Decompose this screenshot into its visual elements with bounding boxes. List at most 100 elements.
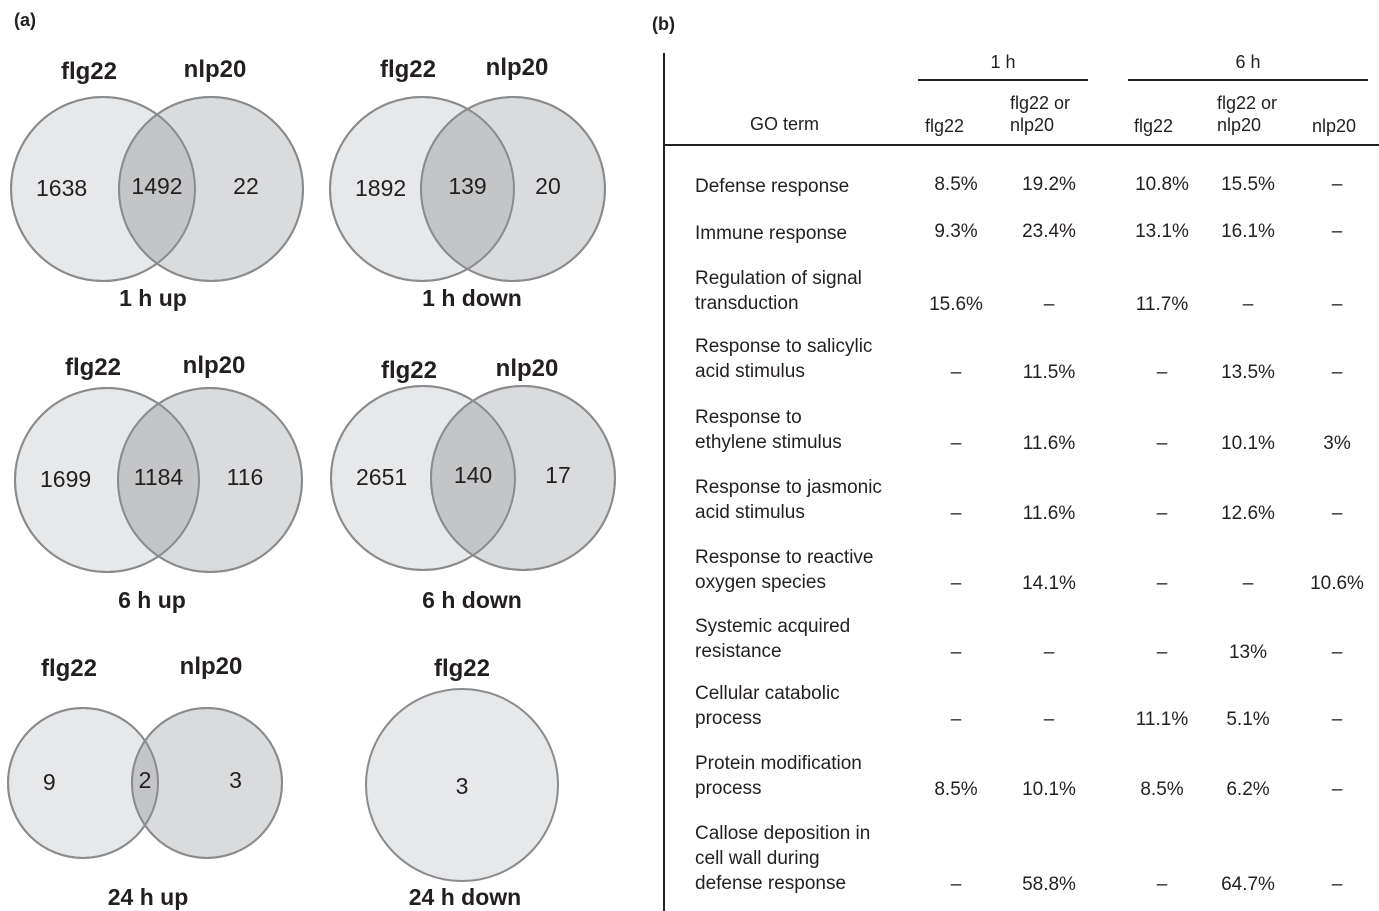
venn-caption: 1 h up — [119, 285, 187, 311]
column-header-6h-nlp20: nlp20 — [1312, 116, 1357, 136]
venn-count-flg22-only: 1892 — [355, 175, 406, 201]
venn-count-nlp20-only: 17 — [545, 462, 571, 488]
venn-set-label-flg22: flg22 — [41, 655, 97, 682]
panel-a-label: (a) — [14, 10, 36, 30]
venn-count-flg22-only: 1638 — [36, 175, 87, 201]
table-cell: – — [1242, 573, 1254, 594]
venn-outline-flg22 — [14, 387, 200, 573]
table-cell: – — [1331, 362, 1343, 383]
go-term-label: Response to ethylene stimulus — [695, 407, 842, 453]
venn-set-label-nlp20: nlp20 — [496, 355, 559, 382]
venn-overlap-region — [118, 388, 199, 572]
table-cell: 5.1% — [1226, 709, 1270, 730]
table-cell: 15.6% — [929, 294, 983, 315]
venn-count-flg22-only: 1699 — [40, 466, 91, 492]
venn-set-label-nlp20: nlp20 — [486, 54, 549, 81]
table-cell: 12.6% — [1221, 503, 1275, 524]
table-cell: – — [1156, 433, 1168, 454]
venn-set-label-nlp20: nlp20 — [184, 56, 247, 83]
column-header-1h-flg22: flg22 — [925, 116, 965, 136]
venn-diagrams: flg22 nlp20 1638 1492 22 1 h up flg22 nlp20 1892… — [7, 54, 616, 910]
venn-count-overlap: 140 — [454, 462, 492, 488]
venn-set-label-flg22: flg22 — [380, 56, 436, 83]
venn-count-overlap: 1184 — [134, 464, 184, 490]
venn-circle-flg22 — [365, 688, 559, 882]
table-cell: – — [1331, 874, 1343, 895]
table-cell: 6.2% — [1226, 779, 1270, 800]
header-rule — [663, 144, 1379, 146]
go-term-label: Response to reactive oxygen species — [695, 547, 874, 593]
table-cell: – — [950, 642, 962, 663]
column-header-go-term: GO term — [750, 114, 820, 134]
venn-panel: (a) flg22 nlp20 1638 1492 22 1 h up flg22 nlp20… — [0, 0, 650, 911]
venn-count-overlap: 139 — [448, 173, 486, 199]
table-cell: 19.2% — [1022, 174, 1076, 195]
venn-count-nlp20-only: 20 — [535, 173, 561, 199]
table-cell: 9.3% — [934, 221, 978, 242]
venn-diagram: flg22 nlp20 2651 140 17 6 h down — [330, 355, 616, 613]
table-cell: – — [950, 573, 962, 594]
go-term-label: Callose deposition in cell wall during d… — [695, 823, 871, 894]
table-cell: 10.1% — [1022, 779, 1076, 800]
venn-count-nlp20-only: 3 — [229, 767, 242, 793]
table-cell: – — [1331, 174, 1343, 195]
venn-outline-nlp20 — [117, 387, 303, 573]
group-header-6h: 6 h — [1235, 52, 1261, 72]
table-cell: 64.7% — [1221, 874, 1275, 895]
table-left-border — [663, 53, 665, 911]
group-rule-1h — [918, 79, 1088, 81]
venn-set-label-nlp20: nlp20 — [183, 352, 246, 379]
go-term-label: Response to jasmonic acid stimulus — [695, 477, 882, 523]
venn-outline-nlp20 — [131, 707, 283, 859]
go-term-label: Response to salicylic acid stimulus — [695, 336, 873, 382]
table-cell: 15.5% — [1221, 174, 1275, 195]
venn-diagram: flg22 nlp20 9 2 3 24 h up — [7, 653, 283, 910]
column-header-6h-flg22-or-nlp20: flg22 or nlp20 — [1217, 93, 1278, 135]
table-cell: – — [950, 362, 962, 383]
panel-b-label: (b) — [652, 14, 675, 34]
go-term-label: Systemic acquired resistance — [695, 616, 851, 662]
venn-outline-flg22 — [10, 96, 196, 282]
venn-overlap-region — [119, 97, 195, 281]
table-cell: – — [1331, 709, 1343, 730]
table-cell: – — [1331, 779, 1343, 800]
table-cell: 11.6% — [1022, 503, 1076, 524]
table-cell: – — [1156, 642, 1168, 663]
venn-diagram: flg22 nlp20 1638 1492 22 1 h up — [10, 56, 304, 311]
table-cell: – — [950, 874, 962, 895]
column-header-1h-flg22-or-nlp20: flg22 or nlp20 — [1010, 93, 1071, 135]
venn-set-label-flg22: flg22 — [381, 357, 437, 384]
venn-caption: 24 h up — [108, 884, 189, 910]
table-cell: – — [1043, 294, 1055, 315]
table-cell: 13.1% — [1135, 221, 1189, 242]
table-cell: 8.5% — [934, 174, 978, 195]
table-cell: 13% — [1228, 642, 1268, 663]
venn-count-flg22-only: 9 — [43, 769, 56, 795]
table-cell: – — [1331, 294, 1343, 315]
table-cell: 8.5% — [934, 779, 978, 800]
table-cell: – — [950, 433, 962, 454]
venn-count-nlp20-only: 116 — [227, 464, 264, 490]
table-cell: – — [1331, 221, 1343, 242]
venn-count-overlap: 1492 — [131, 173, 182, 199]
venn-count-nlp20-only: 22 — [233, 173, 259, 199]
venn-caption: 1 h down — [422, 285, 522, 311]
table-cell: 14.1% — [1022, 573, 1076, 594]
venn-outline-nlp20 — [430, 385, 616, 571]
go-term-label: Protein modification process — [695, 753, 862, 799]
venn-set-label-nlp20: nlp20 — [180, 653, 243, 680]
column-header-6h-flg22: flg22 — [1134, 116, 1174, 136]
table-cell: – — [1331, 503, 1343, 524]
venn-count-overlap: 2 — [139, 767, 152, 793]
table-cell: 16.1% — [1221, 221, 1275, 242]
table-cell: 11.1% — [1135, 709, 1189, 730]
venn-count-only: 3 — [456, 773, 469, 799]
table-cell: 11.5% — [1022, 362, 1076, 383]
table-cell: 10.6% — [1310, 573, 1364, 594]
table-cell: – — [1331, 642, 1343, 663]
venn-diagram: flg22 nlp20 1892 139 20 1 h down — [329, 54, 606, 311]
venn-set-label-flg22: flg22 — [61, 58, 117, 85]
go-term-table: (b) 1 h 6 h GO term flg22 flg22 or nlp20… — [652, 0, 1379, 911]
table-cell: – — [1156, 573, 1168, 594]
table-cell: 11.7% — [1135, 294, 1189, 315]
